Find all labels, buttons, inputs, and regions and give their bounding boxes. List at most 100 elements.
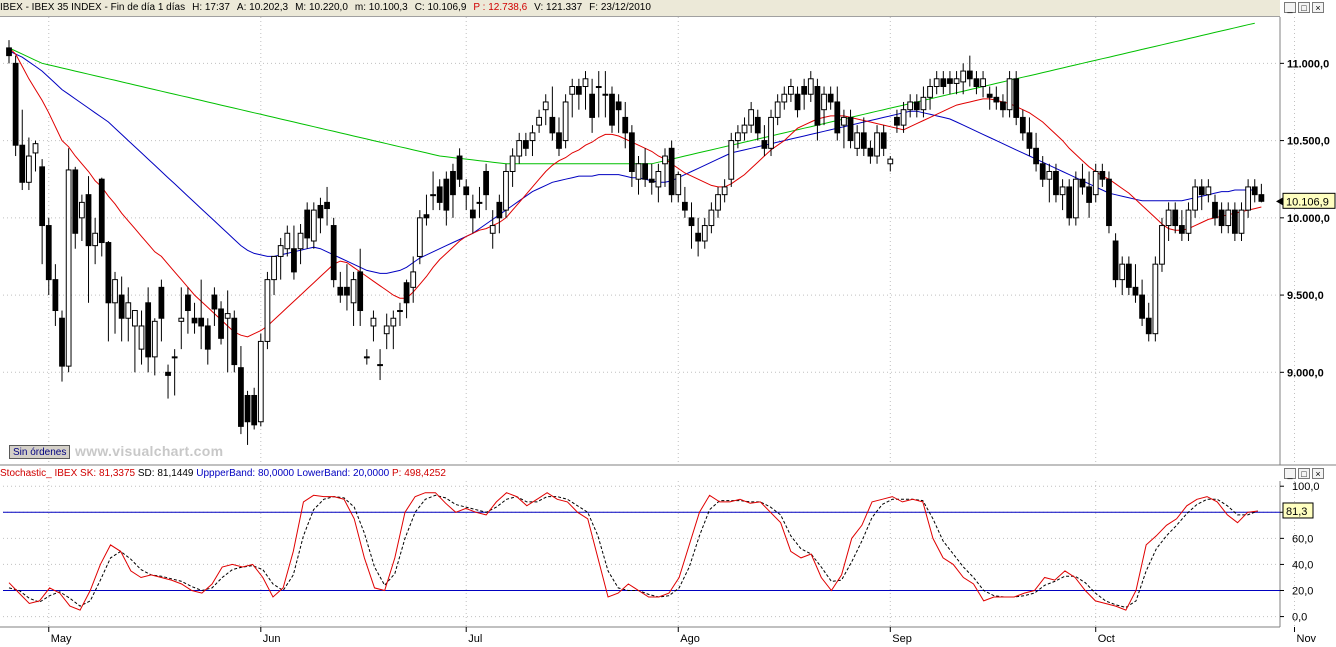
candle-body [562, 101, 569, 142]
candle [224, 290, 231, 373]
candle-body [940, 78, 947, 88]
candle-body [344, 286, 350, 296]
candle [185, 287, 191, 334]
candle-body [185, 294, 191, 312]
candle-body [231, 317, 238, 366]
candle [973, 71, 980, 95]
x-tick-label: Sep [892, 633, 912, 645]
stoch-lower: LowerBand: 20,0000 [296, 468, 390, 479]
candle-body [1205, 186, 1212, 196]
candle-body [529, 132, 536, 142]
candle-body [218, 308, 224, 339]
candle-body [1026, 132, 1033, 149]
candle-body [317, 204, 324, 219]
candle [264, 271, 271, 350]
candle-body [271, 255, 277, 281]
candle [860, 117, 867, 157]
candle-body [112, 279, 118, 304]
candle-body [913, 101, 920, 111]
sin-ordenes-button[interactable]: Sin órdenes [9, 445, 71, 459]
candle [635, 156, 642, 195]
candle-body [648, 178, 655, 183]
candle-body [754, 116, 761, 134]
restore-icon[interactable]: □ [1298, 2, 1310, 13]
main-header: IBEX - IBEX 35 INDEX - Fin de día 1 días… [0, 0, 1280, 17]
candle-body [257, 340, 264, 423]
candle-body [907, 101, 914, 111]
candle [1019, 109, 1026, 141]
candle-body [297, 232, 304, 250]
candle-body [105, 242, 112, 304]
candle-body [880, 132, 887, 149]
candle-body [794, 93, 801, 111]
candle-body [986, 93, 993, 98]
candle [1178, 210, 1185, 241]
stoch-sk-line [8, 492, 1258, 611]
candle [615, 94, 622, 133]
candle-body [980, 78, 986, 88]
candle-body [960, 70, 967, 83]
candle [39, 159, 46, 265]
candle [1059, 179, 1066, 211]
candle-body [1066, 186, 1073, 219]
candle [297, 224, 304, 265]
x-tick-label: Jul [468, 633, 482, 645]
candle [59, 310, 65, 382]
candle-body [158, 286, 165, 319]
candle-body [277, 245, 284, 257]
candle [1033, 132, 1039, 172]
close-icon[interactable]: × [1312, 2, 1324, 13]
candle [1006, 71, 1013, 118]
candle [841, 109, 847, 149]
candle-body [1258, 194, 1265, 202]
min-label: m: 10.100,3 [354, 2, 408, 13]
candle [562, 94, 569, 149]
candle [344, 264, 350, 311]
candle-body [1231, 209, 1238, 234]
candle [761, 125, 768, 157]
stoch-name: Stochastic_ IBEX [0, 468, 78, 479]
candle-body [1238, 209, 1245, 234]
p-label: P : 12.738,6 [473, 2, 528, 13]
x-tick-label: Nov [1297, 633, 1317, 645]
candle [880, 125, 887, 157]
minimize-icon[interactable]: _ [1284, 468, 1296, 479]
candle [98, 177, 105, 257]
candle-body [701, 225, 708, 242]
candle-body [516, 140, 523, 157]
candle [32, 140, 39, 172]
candle-body [489, 225, 496, 234]
candle-body [1225, 209, 1232, 227]
main-window-buttons: _ □ × [1284, 2, 1324, 14]
candle [1192, 179, 1198, 218]
candle-body [443, 178, 450, 211]
x-tick-label: Oct [1098, 633, 1115, 645]
candle [45, 217, 52, 296]
candle [171, 349, 178, 396]
candle-body [569, 86, 576, 95]
candle-body [98, 178, 105, 244]
candle [65, 148, 72, 373]
candle [1112, 233, 1119, 288]
candle-body [894, 116, 900, 126]
candle [794, 86, 801, 118]
candle [271, 255, 277, 296]
x-tick-label: May [51, 633, 72, 645]
restore-icon[interactable]: □ [1298, 468, 1310, 479]
candle-body [973, 78, 980, 88]
candle-body [291, 248, 297, 273]
candle-body [821, 93, 827, 111]
candle-body [575, 86, 582, 95]
candle [609, 86, 615, 133]
candle-body [85, 194, 92, 247]
candle-body [920, 96, 927, 111]
candle-body [52, 279, 59, 312]
candle [1152, 256, 1159, 342]
candle [1205, 179, 1212, 203]
close-icon[interactable]: × [1312, 468, 1324, 479]
minimize-icon[interactable]: _ [1284, 2, 1296, 13]
candle-body [65, 169, 72, 367]
candle-body [947, 78, 953, 84]
candle-body [1145, 317, 1152, 335]
candle-body [390, 317, 397, 327]
